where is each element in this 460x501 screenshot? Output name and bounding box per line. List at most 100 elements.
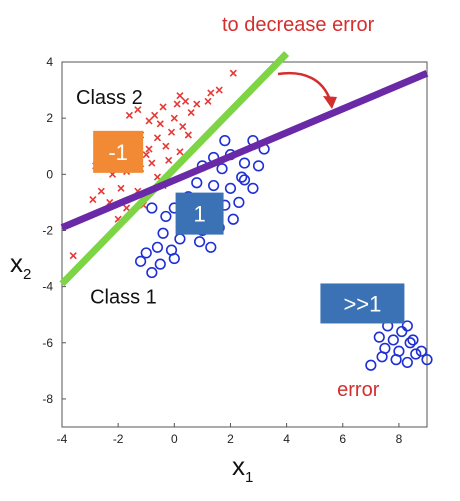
class2-cross-point: [176, 92, 184, 100]
x-tick-label: -2: [113, 432, 124, 446]
purple-boundary-line: [60, 70, 429, 231]
class2-cross-point: [215, 86, 223, 94]
class2-cross-point: [148, 159, 156, 167]
annotations-layer: Class 2 Class 1 error -1 1 >>1: [76, 87, 405, 401]
class1-circle-point: [224, 182, 237, 194]
class1-circle-point: [236, 171, 248, 183]
class2-label: Class 2: [76, 87, 143, 109]
x-tick-label: 0: [171, 432, 178, 446]
class1-circle-point: [191, 177, 203, 189]
class1-circle-point: [233, 196, 245, 208]
y-tick-label: 4: [46, 55, 53, 69]
y-tick-label: -2: [42, 223, 53, 237]
x-axis-title: x1: [232, 451, 253, 486]
class1-circle-point: [227, 213, 239, 225]
x-tick-label: -4: [57, 432, 68, 446]
class2-cross-point: [159, 103, 167, 111]
class2-cross-point: [193, 100, 201, 108]
class1-circle-point: [407, 334, 419, 346]
class1-circle-point: [168, 252, 180, 265]
class1-circle-point: [415, 345, 427, 357]
class2-cross-point: [162, 142, 170, 150]
class2-cross-point: [145, 117, 153, 125]
class1-circle-point: [401, 320, 413, 332]
class1-circle-point: [387, 334, 399, 346]
class1-circle-point: [365, 359, 377, 371]
class1-circle-point: [140, 247, 152, 259]
boundary-lines: [59, 51, 429, 287]
class1-circle-point: [238, 174, 251, 186]
class1-circle-point: [135, 255, 147, 267]
class1-circle-point: [151, 241, 164, 253]
class1-circle-point: [390, 354, 402, 366]
class2-cross-point: [145, 145, 153, 153]
x-tick-label: 4: [283, 432, 290, 446]
class2-cross-point: [97, 187, 105, 195]
class2-cross-point: [170, 114, 178, 122]
class1-circle-point: [216, 163, 228, 175]
class2-cross-point: [142, 151, 150, 159]
class2-cross-point: [179, 123, 187, 131]
note-decrease-error: to decrease error: [222, 14, 375, 36]
class2-cross-point: [184, 131, 192, 139]
class1-circle-point: [174, 233, 186, 245]
y-ticks: 4 2 0 -2 -4 -6 -8: [42, 55, 66, 406]
class1-circle-point: [252, 160, 265, 172]
class2-cross-point: [176, 148, 184, 156]
class2-cross-point: [207, 89, 215, 97]
class2-cross-point: [173, 100, 181, 108]
class2-cross-point: [151, 111, 159, 119]
much-greater-than-one-box: >>1: [320, 283, 405, 324]
class1-circle-point: [205, 241, 217, 253]
minus-one-box: -1: [93, 130, 144, 173]
class2-cross-point: [204, 97, 212, 105]
class2-cross-point: [181, 97, 190, 105]
class1-circle-point: [160, 210, 172, 223]
class1-circle-point: [404, 337, 416, 349]
y-tick-label: 0: [46, 167, 53, 181]
y-tick-label: -8: [42, 392, 53, 406]
x-tick-label: 2: [227, 432, 234, 446]
class1-label: Class 1: [90, 286, 157, 308]
class1-circle-point: [376, 351, 388, 363]
minus-one-box-text: -1: [108, 140, 128, 165]
y-tick-label: -4: [42, 280, 53, 294]
class1-circle-point: [193, 236, 206, 248]
red-curved-arrow: [277, 71, 332, 101]
class2-cross-point: [153, 134, 162, 142]
class2-cross-point: [89, 196, 97, 204]
red-arrowhead: [323, 96, 337, 109]
class1-circle-point: [421, 354, 433, 366]
x-ticks: -4 -2 0 2 4 6 8: [57, 423, 403, 446]
class2-cross-point: [167, 128, 176, 136]
y-tick-label: 2: [46, 111, 53, 125]
class2-cross-point: [69, 252, 77, 260]
class2-cross-point: [187, 108, 195, 117]
class2-cross-point: [229, 69, 237, 77]
much-greater-than-one-box-text: >>1: [343, 291, 381, 316]
plot-frame: [61, 61, 428, 428]
one-box: 1: [175, 192, 224, 235]
class2-cross-point: [125, 111, 133, 119]
x-tick-label: 6: [339, 432, 346, 446]
class2-cross-point: [156, 120, 164, 128]
class1-circle-point: [396, 325, 408, 338]
y-tick-label: -6: [42, 336, 53, 350]
class1-circle-point: [373, 331, 385, 343]
class1-circle-point: [208, 179, 220, 192]
x-tick-label: 8: [396, 432, 403, 446]
one-box-text: 1: [193, 202, 205, 227]
green-boundary-line: [59, 51, 290, 287]
class1-circle-point: [410, 348, 422, 360]
error-label: error: [337, 379, 380, 401]
class1-circle-point: [146, 202, 158, 214]
class2-cross-point: [134, 106, 142, 114]
class1-circle-point: [219, 135, 231, 147]
y-axis-title: x2: [10, 248, 31, 283]
class1-circle-point: [238, 157, 251, 169]
class2-cross-point: [165, 156, 173, 164]
class1-circle-point: [157, 227, 169, 239]
class2-cross-point: [117, 184, 125, 192]
class1-circle-point: [401, 356, 413, 369]
